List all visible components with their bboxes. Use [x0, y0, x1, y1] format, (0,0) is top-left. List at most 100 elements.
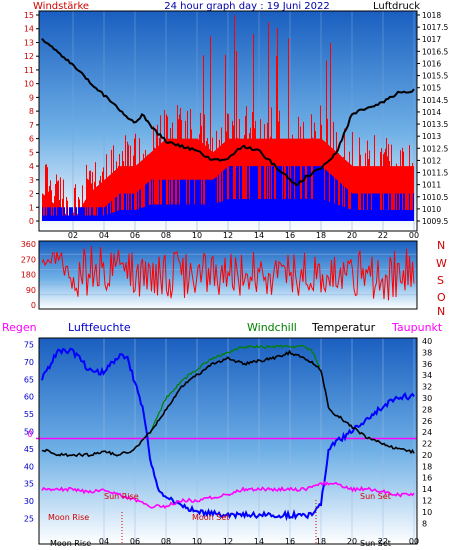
- wind-y-tick-label: 8: [29, 107, 34, 116]
- pressure-tick-label: 1009.5: [422, 217, 448, 226]
- temp-tick-label: 28: [422, 405, 432, 414]
- pressure-tick-label: 1017.5: [422, 23, 448, 32]
- temp-tick-label: 38: [422, 348, 432, 357]
- wind-direction-series: [41, 245, 415, 301]
- wind-x-tick-label: 22: [378, 231, 388, 240]
- temp-x-tick-label: 06: [130, 537, 140, 546]
- humidity-tick-label: 35: [24, 480, 34, 489]
- wind-x-tick-label: 02: [68, 231, 78, 240]
- wind-x-tick-label: 16: [285, 231, 295, 240]
- direction-panel-frame: [38, 240, 418, 310]
- temp-tick-label: 36: [422, 360, 432, 369]
- temp-tick-label: 18: [422, 462, 432, 471]
- compass-s: S: [437, 274, 444, 287]
- wind-panel-frame: [38, 10, 418, 232]
- temp-x-tick-label: 16: [285, 537, 295, 546]
- wind-x-tick-label: 14: [254, 231, 264, 240]
- compass-o: O: [437, 291, 446, 304]
- compass-w: W: [436, 257, 447, 270]
- sun-set-label: Sun Set: [360, 492, 391, 501]
- wind-y-tick-label: 10: [24, 80, 34, 89]
- pressure-tick-label: 1014: [422, 108, 441, 117]
- direction-y-tick-label: 90: [26, 286, 36, 295]
- pressure-tick-label: 1013.5: [422, 120, 448, 129]
- pressure-tick-label: 1011: [422, 181, 441, 190]
- temperature-lines: [36, 344, 417, 522]
- windchill-series-line: [149, 344, 321, 434]
- humidity-tick-label: 75: [24, 340, 34, 349]
- humidity-tick-label: 70: [24, 358, 34, 367]
- pressure-tick-label: 1010.5: [422, 193, 448, 202]
- compass-n-bottom: N: [437, 305, 445, 318]
- pressure-tick-label: 1018: [422, 11, 441, 20]
- wind-x-tick-label: 20: [347, 231, 357, 240]
- wind-y-tick-label: 2: [29, 190, 34, 199]
- temp-tick-label: 22: [422, 440, 432, 449]
- temp-tick-label: 32: [422, 383, 432, 392]
- temp-x-tick-label: 20: [347, 537, 357, 546]
- wind-y-tick-label: 11: [24, 66, 34, 75]
- humidity-tick-label: 65: [24, 375, 34, 384]
- wind-x-tick-label: 00: [409, 231, 419, 240]
- wind-bars: [42, 15, 414, 221]
- temp-tick-label: 26: [422, 417, 432, 426]
- temp-panel-frame: [38, 337, 418, 545]
- compass-n-top: N: [437, 239, 445, 252]
- axis-labels: 02 04 06 08 10 12 14 16 18 20 22 000123456789101112…: [21, 11, 449, 546]
- temp-tick-label: 20: [422, 451, 432, 460]
- direction-y-tick-label: 180: [21, 271, 36, 280]
- label-temperatur: Temperatur: [311, 321, 376, 334]
- moon-set-label: Moon Set: [192, 513, 229, 522]
- pressure-series-line: [41, 38, 415, 186]
- humidity-tick-label: 60: [24, 393, 34, 402]
- pressure-tick-label: 1010: [422, 205, 441, 214]
- humidity-tick-label: 25: [24, 515, 34, 524]
- label-regen: Regen: [2, 321, 37, 334]
- temp-tick-label: 8: [422, 519, 427, 528]
- temp-tick-label: 40: [422, 337, 432, 346]
- temp-tick-label: 14: [422, 485, 432, 494]
- direction-y-tick-label: 270: [21, 255, 36, 264]
- wind-x-tick-label: 10: [192, 231, 202, 240]
- wind-y-tick-label: 13: [24, 38, 34, 47]
- temp-x-tick-label: 00: [409, 537, 419, 546]
- pressure-tick-label: 1015: [422, 84, 441, 93]
- wind-y-tick-label: 3: [29, 176, 34, 185]
- temp-tick-label: 10: [422, 508, 432, 517]
- humidity-tick-label: 50: [24, 428, 34, 437]
- humidity-tick-label: 55: [24, 410, 34, 419]
- humidity-tick-label: 45: [24, 445, 34, 454]
- wind-y-tick-label: 0: [29, 217, 34, 226]
- pressure-tick-label: 1012.5: [422, 144, 448, 153]
- temp-x-tick-label: 08: [161, 537, 171, 546]
- temperature-series-line: [41, 349, 415, 458]
- wind-x-tick-label: 06: [130, 231, 140, 240]
- wind-y-tick-label: 7: [29, 121, 34, 130]
- temp-x-tick-label: 10: [192, 537, 202, 546]
- pressure-line: [41, 38, 415, 186]
- sun-rise-label: Sun Rise: [104, 492, 139, 501]
- humidity-tick-label: 30: [24, 497, 34, 506]
- humidity-tick-label: 40: [24, 462, 34, 471]
- header-right-label: Luftdruck: [373, 1, 420, 12]
- zero-mark: 0: [27, 430, 33, 440]
- label-windchill: Windchill: [247, 321, 297, 334]
- wind-y-tick-label: 6: [29, 135, 34, 144]
- wind-y-tick-label: 15: [24, 11, 34, 20]
- pressure-tick-label: 1016: [422, 59, 441, 68]
- pressure-tick-label: 1015.5: [422, 72, 448, 81]
- wind-direction-line: [41, 245, 415, 301]
- temp-x-tick-label: 22: [378, 537, 388, 546]
- pressure-tick-label: 1016.5: [422, 47, 448, 56]
- temp-tick-label: 16: [422, 474, 432, 483]
- wind-x-tick-label: 12: [223, 231, 233, 240]
- humidity-series-line: [41, 347, 415, 522]
- wind-x-tick-label: 04: [99, 231, 109, 240]
- temp-x-tick-label: 14: [254, 537, 264, 546]
- label-luftfeuchte: Luftfeuchte: [68, 321, 131, 334]
- pressure-tick-label: 1014.5: [422, 96, 448, 105]
- temp-tick-label: 24: [422, 428, 432, 437]
- pressure-tick-label: 1012: [422, 156, 441, 165]
- pressure-tick-label: 1017: [422, 35, 441, 44]
